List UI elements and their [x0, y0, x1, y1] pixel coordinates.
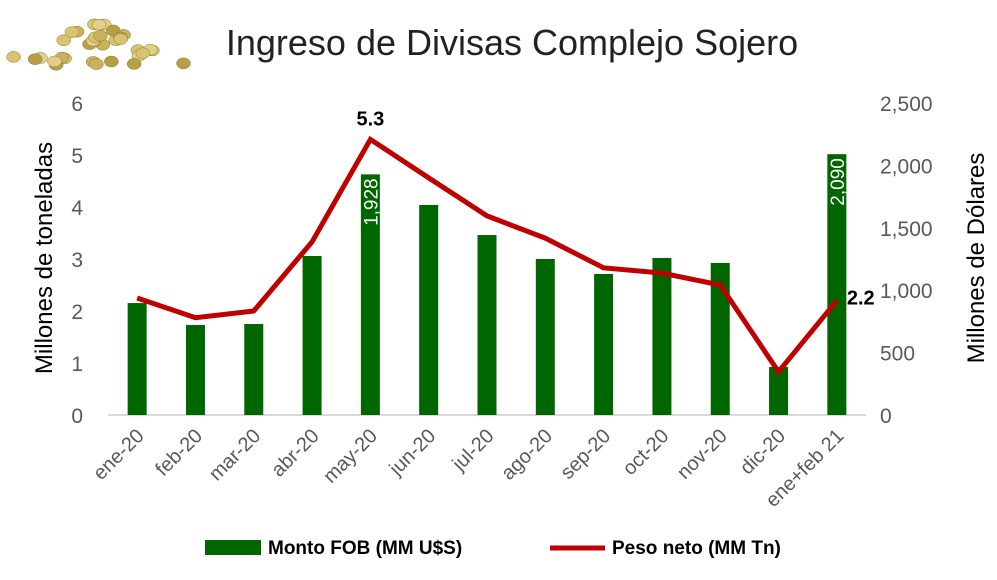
soybean — [92, 19, 106, 30]
x-tick-label: mar-20 — [205, 425, 265, 485]
y-left-tick-label: 4 — [71, 197, 83, 220]
bar-abr-20 — [303, 256, 322, 415]
x-tick-label: sep-20 — [556, 425, 615, 484]
soybean — [104, 56, 118, 67]
bar-feb-20 — [186, 325, 205, 415]
soybean — [48, 56, 62, 67]
legend-label-line: Peso neto (MM Tn) — [612, 538, 781, 559]
y-left-tick-label: 2 — [71, 301, 83, 324]
bar-data-label: 1,928 — [361, 178, 382, 226]
bar-mar-20 — [244, 324, 263, 415]
line-data-label: 2.2 — [847, 288, 875, 310]
x-tick-label: ago-20 — [497, 425, 557, 485]
legend: Monto FOB (MM U$S) Peso neto (MM Tn) — [205, 538, 781, 559]
bar-jun-20 — [419, 205, 438, 415]
soybean — [114, 34, 128, 45]
y-axis-right-label: Millones de Dólares — [963, 153, 990, 364]
y-axis-left-label: Millones de toneladas — [31, 142, 58, 374]
y-left-tick-label: 6 — [71, 93, 83, 116]
y-left-tick-label: 5 — [71, 145, 83, 168]
line-data-label: 5.3 — [356, 108, 384, 130]
bar-ago-20 — [536, 259, 555, 415]
bar-jul-20 — [478, 235, 497, 415]
soybean — [28, 54, 42, 65]
bar-sep-20 — [594, 274, 613, 415]
bar-data-label: 2,090 — [828, 158, 849, 206]
y-right-tick-label: 1,000 — [880, 280, 933, 303]
y-right-tick-label: 500 — [880, 343, 915, 366]
soybean — [176, 58, 190, 69]
x-tick-label: dic-20 — [736, 425, 790, 479]
x-tick-label: jun-20 — [385, 425, 441, 481]
bar-oct-20 — [652, 258, 671, 415]
soybean — [127, 58, 141, 69]
y-right-tick-label: 1,500 — [880, 218, 933, 241]
x-tick-label: oct-20 — [619, 425, 674, 480]
x-tick-label: ene-20 — [89, 425, 149, 485]
x-tick-label: may-20 — [319, 425, 382, 488]
y-left-tick-label: 3 — [71, 249, 83, 272]
y-right-tick-label: 2,000 — [880, 155, 933, 178]
soybean — [57, 35, 71, 46]
soybean — [93, 30, 107, 41]
soybean — [136, 48, 150, 59]
y-right-tick-label: 0 — [880, 405, 892, 428]
y-left-tick-label: 1 — [71, 353, 83, 376]
bar-ene-20 — [128, 303, 147, 415]
chart-title: Ingreso de Divisas Complejo Sojero — [226, 22, 798, 63]
soybean — [89, 59, 103, 70]
x-tick-label: feb-20 — [151, 425, 207, 481]
legend-label-bar: Monto FOB (MM U$S) — [268, 538, 462, 559]
soybeans-image — [7, 19, 191, 70]
x-tick-label: abr-20 — [267, 425, 323, 481]
legend-swatch-bar — [205, 540, 261, 555]
soybean — [7, 51, 21, 62]
y-right-tick-label: 2,500 — [880, 93, 933, 116]
y-left-tick-label: 0 — [71, 405, 83, 428]
x-tick-label: nov-20 — [673, 425, 732, 484]
x-tick-label: jul-20 — [448, 425, 499, 476]
